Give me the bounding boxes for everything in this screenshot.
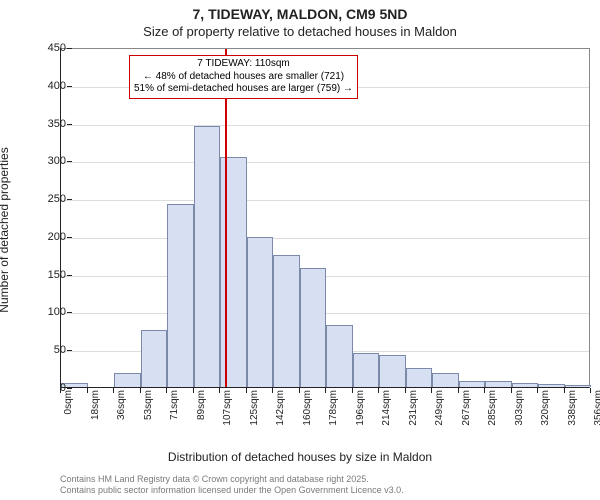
- y-tick-label: 100: [26, 306, 66, 318]
- histogram-bar: [485, 381, 512, 387]
- x-tick-label: 356sqm: [593, 390, 600, 426]
- y-tick-label: 300: [26, 155, 66, 167]
- x-tick-label: 53sqm: [143, 390, 154, 420]
- x-tick-label: 142sqm: [275, 390, 286, 426]
- histogram-bar: [459, 381, 486, 387]
- y-tick-label: 350: [26, 118, 66, 130]
- x-tick-mark: [378, 388, 379, 393]
- marker-line: [225, 49, 227, 387]
- x-tick-mark: [405, 388, 406, 393]
- x-tick-label: 89sqm: [196, 390, 207, 420]
- histogram-bar: [565, 385, 592, 387]
- histogram-bar: [141, 330, 168, 387]
- x-tick-label: 231sqm: [408, 390, 419, 426]
- y-tick-label: 50: [26, 344, 66, 356]
- histogram-bar: [379, 355, 406, 387]
- x-tick-label: 107sqm: [222, 390, 233, 426]
- x-tick-label: 196sqm: [355, 390, 366, 426]
- callout-line: 7 TIDEWAY: 110sqm: [134, 58, 353, 71]
- x-tick-mark: [219, 388, 220, 393]
- histogram-bar: [167, 204, 194, 387]
- x-tick-label: 125sqm: [249, 390, 260, 426]
- x-tick-mark: [60, 388, 61, 393]
- histogram-bar: [538, 384, 565, 387]
- attribution-line1: Contains HM Land Registry data © Crown c…: [60, 474, 404, 485]
- histogram-bar: [432, 373, 459, 387]
- histogram-bar: [406, 368, 433, 387]
- histogram-bar: [512, 383, 539, 387]
- x-tick-label: 18sqm: [90, 390, 101, 420]
- x-tick-mark: [193, 388, 194, 393]
- x-tick-label: 338sqm: [567, 390, 578, 426]
- gridline: [61, 200, 589, 201]
- x-tick-mark: [140, 388, 141, 393]
- x-tick-label: 36sqm: [116, 390, 127, 420]
- x-tick-label: 71sqm: [169, 390, 180, 420]
- x-tick-mark: [590, 388, 591, 393]
- histogram-bar: [353, 353, 380, 387]
- x-tick-mark: [299, 388, 300, 393]
- attribution-text: Contains HM Land Registry data © Crown c…: [60, 474, 404, 497]
- y-tick-label: 400: [26, 80, 66, 92]
- x-axis-label: Distribution of detached houses by size …: [0, 450, 600, 464]
- y-tick-label: 150: [26, 269, 66, 281]
- x-tick-mark: [87, 388, 88, 393]
- x-tick-mark: [352, 388, 353, 393]
- x-tick-mark: [272, 388, 273, 393]
- y-axis-label: Number of detached properties: [0, 65, 11, 230]
- x-tick-mark: [458, 388, 459, 393]
- x-tick-mark: [431, 388, 432, 393]
- x-tick-label: 320sqm: [540, 390, 551, 426]
- histogram-bar: [300, 268, 327, 387]
- x-tick-mark: [246, 388, 247, 393]
- y-tick-label: 250: [26, 193, 66, 205]
- gridline: [61, 125, 589, 126]
- plot-area: 7 TIDEWAY: 110sqm← 48% of detached house…: [60, 48, 590, 388]
- callout-line: 51% of semi-detached houses are larger (…: [134, 83, 353, 96]
- x-tick-label: 267sqm: [461, 390, 472, 426]
- x-tick-label: 178sqm: [328, 390, 339, 426]
- histogram-bar: [194, 126, 221, 387]
- x-tick-label: 214sqm: [381, 390, 392, 426]
- x-tick-label: 303sqm: [514, 390, 525, 426]
- x-tick-mark: [564, 388, 565, 393]
- x-tick-label: 249sqm: [434, 390, 445, 426]
- marker-callout: 7 TIDEWAY: 110sqm← 48% of detached house…: [129, 55, 358, 99]
- x-tick-mark: [484, 388, 485, 393]
- chart-title-line2: Size of property relative to detached ho…: [0, 24, 600, 39]
- histogram-bar: [114, 373, 141, 387]
- histogram-bar: [326, 325, 353, 387]
- x-tick-mark: [166, 388, 167, 393]
- gridline: [61, 238, 589, 239]
- histogram-bar: [273, 255, 300, 387]
- histogram-bar: [247, 237, 274, 387]
- attribution-line2: Contains public sector information licen…: [60, 485, 404, 496]
- chart-container: 7, TIDEWAY, MALDON, CM9 5ND Size of prop…: [0, 0, 600, 500]
- chart-title-line1: 7, TIDEWAY, MALDON, CM9 5ND: [0, 6, 600, 22]
- gridline: [61, 162, 589, 163]
- x-tick-label: 160sqm: [302, 390, 313, 426]
- x-tick-mark: [325, 388, 326, 393]
- y-tick-label: 200: [26, 231, 66, 243]
- x-tick-mark: [113, 388, 114, 393]
- x-tick-label: 285sqm: [487, 390, 498, 426]
- x-tick-mark: [537, 388, 538, 393]
- x-tick-label: 0sqm: [63, 390, 74, 414]
- y-tick-label: 450: [26, 42, 66, 54]
- x-tick-mark: [511, 388, 512, 393]
- callout-line: ← 48% of detached houses are smaller (72…: [134, 71, 353, 84]
